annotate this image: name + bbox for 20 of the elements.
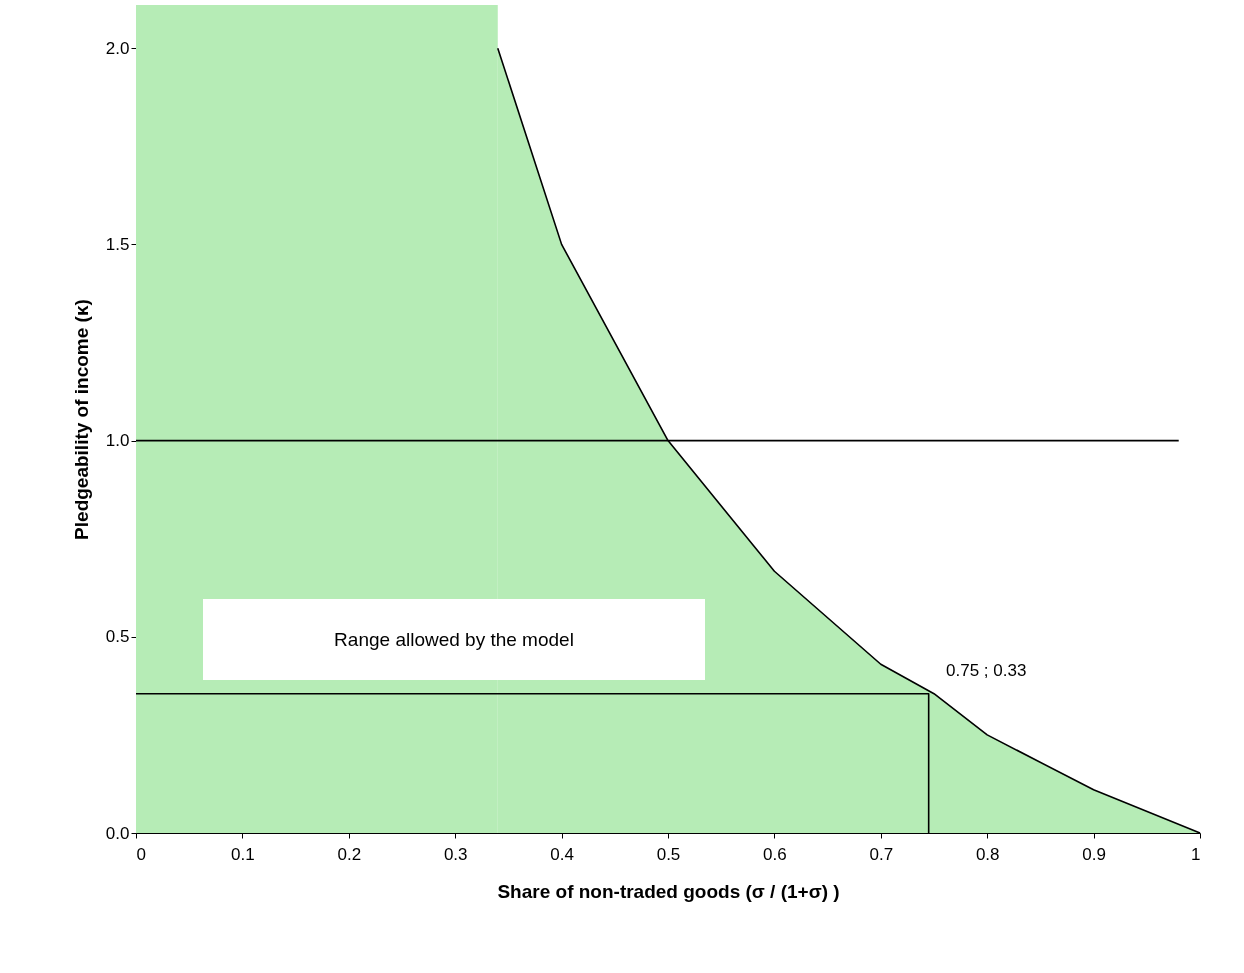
x-axis-title: Share of non-traded goods (σ / (1+σ) ): [497, 880, 840, 902]
y-tick-label: 0.0: [105, 823, 130, 843]
y-tick-label: 0.5: [105, 627, 130, 647]
y-axis-title: Pledgeability of income (κ): [70, 299, 92, 540]
x-tick-label: 0: [136, 844, 146, 864]
x-tick-label: 0.2: [337, 844, 362, 864]
x-tick-label: 0.3: [443, 844, 468, 864]
label-box: Range allowed by the model: [203, 599, 705, 680]
x-tick-label: 0.7: [869, 844, 894, 864]
x-tick-label: 0.1: [231, 844, 255, 864]
annotation: 0.75 ; 0.33: [946, 661, 1027, 680]
y-tick-label: 1.5: [105, 234, 130, 254]
x-tick-label: 1: [1191, 844, 1201, 864]
x-tick-label: 0.4: [550, 844, 574, 864]
x-tick-label: 0.5: [656, 844, 681, 864]
y-tick-label: 2.0: [105, 38, 130, 58]
x-tick-label: 0.6: [763, 844, 787, 864]
x-tick-label: 0.8: [975, 844, 1000, 864]
y-tick-label: 1.0: [105, 431, 130, 451]
x-tick-label: 0.9: [1082, 844, 1106, 864]
